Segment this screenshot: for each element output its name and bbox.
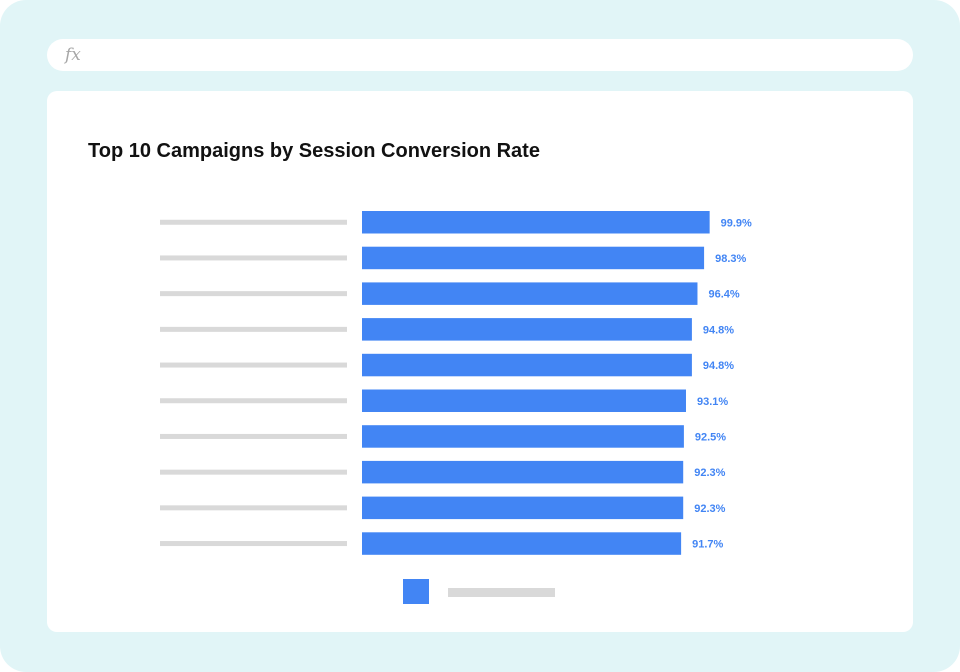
bar: [362, 318, 692, 341]
bar: [362, 496, 684, 520]
bar-value-label: 92.5%: [695, 431, 726, 443]
category-label-placeholder: [160, 291, 347, 297]
bar: [362, 532, 682, 555]
bar-value-label: 94.8%: [703, 324, 734, 336]
bar: [362, 353, 692, 377]
chart-card: Top 10 Campaigns by Session Conversion R…: [47, 91, 913, 632]
bar-value-label: 92.3%: [694, 467, 725, 479]
bar: [362, 282, 698, 305]
category-label-placeholder: [160, 255, 347, 261]
chart-title: Top 10 Campaigns by Session Conversion R…: [88, 140, 540, 162]
category-label-placeholder: [160, 433, 347, 439]
category-label-placeholder: [160, 469, 347, 475]
bar-value-label: 96.4%: [708, 289, 739, 301]
formula-input[interactable]: [97, 43, 897, 67]
bar-value-label: 94.8%: [703, 360, 734, 372]
legend-swatch: [403, 579, 429, 604]
bar: [362, 389, 686, 412]
bar-value-label: 98.3%: [715, 253, 746, 265]
legend-label-placeholder: [448, 588, 555, 597]
category-label-placeholder: [160, 541, 347, 547]
bar-value-label: 99.9%: [721, 217, 752, 229]
bar: [362, 425, 684, 448]
category-label-placeholder: [160, 326, 347, 332]
bar: [362, 211, 710, 234]
bar-value-label: 92.3%: [694, 503, 725, 515]
formula-bar[interactable]: fx: [47, 39, 913, 71]
category-label-placeholder: [160, 505, 347, 511]
bar: [362, 460, 684, 484]
bar-chart: 99.9% 98.3% 96.4% 94.8% 94.8% 93.1% 92.5% 92.3%…: [160, 211, 752, 604]
bar: [362, 246, 705, 270]
category-label-placeholder: [160, 362, 347, 368]
category-label-placeholder: [160, 398, 347, 404]
bar-value-label: 91.7%: [692, 539, 723, 551]
fx-icon: fx: [65, 45, 81, 65]
bar-value-label: 93.1%: [697, 396, 728, 408]
category-label-placeholder: [160, 219, 347, 225]
